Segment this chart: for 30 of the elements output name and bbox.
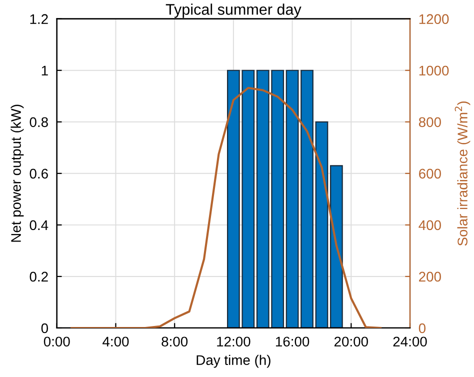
x-tick-label: 16:00: [276, 336, 310, 347]
x-tick-label: 12:00: [217, 336, 250, 347]
x-tick-label: 20:00: [334, 336, 368, 347]
y2-axis-title: Solar irradiance (W/m$^{2}$): [454, 102, 470, 246]
x-tick-label: 24:00: [393, 336, 427, 347]
y2-tick-label: 0: [418, 323, 426, 334]
bar: [300, 70, 314, 328]
y2-tick-label: 1000: [419, 66, 449, 76]
line-series: [70, 86, 382, 328]
x-tick-label: 4:00: [102, 336, 129, 347]
y-tick-label: 0.2: [30, 272, 48, 282]
y-tick-label: 0.8: [30, 117, 48, 128]
y2-tick-label: 1200: [419, 14, 449, 24]
bar: [286, 70, 299, 328]
bar: [330, 165, 343, 328]
chart-title: Typical summer day: [166, 4, 302, 18]
x-tick-label: 8:00: [162, 336, 188, 347]
y-axis-title: Net power output (kW): [10, 104, 24, 242]
y2-tick-label: 600: [419, 168, 441, 179]
y-tick-label: 0: [41, 323, 48, 334]
bar: [315, 121, 328, 328]
y2-tick-label: 200: [419, 272, 441, 282]
y-tick-label: 1.2: [30, 14, 48, 24]
x-axis-title: Day time (h): [196, 354, 270, 368]
y2-tick-label: 800: [418, 117, 441, 128]
y-tick-label: 0.6: [30, 168, 48, 179]
y-tick-label: 1: [42, 66, 48, 76]
y-tick-label: 0.4: [30, 220, 48, 230]
y2-tick-label: 400: [418, 220, 441, 230]
x-tick-label: 0:00: [44, 336, 70, 347]
